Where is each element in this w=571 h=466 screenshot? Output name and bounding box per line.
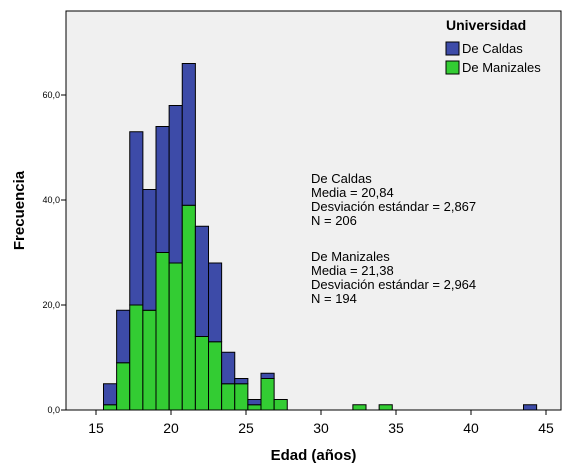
histogram-bar-caldas (168, 105, 183, 264)
histogram-bar-manizales (378, 404, 393, 411)
histogram-bar-manizales (247, 404, 262, 411)
y-tick-label: 60,0 (42, 90, 60, 100)
annotation-line: De Manizales (311, 249, 390, 264)
histogram-bar-caldas (142, 189, 157, 311)
histogram-bar-manizales (260, 378, 275, 411)
histogram-bar-caldas (221, 351, 236, 385)
x-tick-label: 35 (388, 420, 404, 436)
legend-swatch (445, 41, 460, 56)
histogram-bar-caldas (129, 131, 144, 306)
axes-layer (65, 11, 561, 411)
histogram-bar-caldas (103, 383, 118, 406)
x-ticks: 15 20 25 30 35 40 45 (88, 410, 554, 436)
histogram-bar-manizales (234, 383, 249, 411)
histogram-bar-caldas (523, 404, 538, 411)
histogram-bar-manizales (142, 309, 157, 411)
y-ticks: 0,0 20,0 40,0 60,0 (42, 90, 66, 415)
histogram-bar-manizales (103, 404, 118, 411)
legend-label: De Caldas (462, 41, 523, 56)
histogram-bar-manizales (273, 399, 288, 411)
x-tick-label: 45 (538, 420, 554, 436)
x-tick-label: 40 (463, 420, 479, 436)
legend: Universidad De Caldas De Manizales (445, 17, 541, 75)
histogram-bar-caldas (155, 126, 170, 253)
annotation-line: Media = 20,84 (311, 185, 394, 200)
histogram-bar-manizales (168, 262, 183, 411)
histogram-bar-manizales (116, 362, 131, 411)
x-tick-label: 15 (88, 420, 104, 436)
histogram-bar-manizales (208, 341, 223, 411)
histogram-bar-caldas (234, 378, 249, 385)
histogram-bar-caldas (194, 225, 210, 337)
y-axis-title: Frecuencia (11, 170, 28, 250)
histogram-bar-caldas (181, 63, 196, 206)
annotation-line: Desviación estándar = 2,867 (311, 199, 476, 214)
annotation-line: Desviación estándar = 2,964 (311, 277, 476, 292)
bars-layer (103, 63, 538, 411)
histogram-bar-manizales (155, 252, 170, 411)
y-tick-label: 40,0 (42, 195, 60, 205)
histogram-bar-manizales (129, 304, 144, 411)
histogram-bar-caldas (260, 372, 275, 379)
histogram-bar-manizales (352, 404, 367, 411)
histogram-bar-manizales (221, 383, 236, 411)
x-tick-label: 30 (313, 420, 329, 436)
x-tick-label: 20 (163, 420, 179, 436)
histogram-bar-caldas (116, 309, 131, 364)
y-tick-label: 20,0 (42, 300, 60, 310)
legend-swatch (445, 60, 460, 75)
annotation-line: N = 194 (311, 291, 357, 306)
annotation-line: N = 206 (311, 213, 357, 228)
annotation-line: De Caldas (311, 171, 372, 186)
annotation-line: Media = 21,38 (311, 263, 394, 278)
legend-title: Universidad (446, 17, 526, 33)
histogram-bar-caldas (247, 399, 262, 406)
histogram-bar-manizales (194, 336, 210, 411)
histogram-bar-manizales (181, 204, 196, 411)
histogram-bar-caldas (208, 262, 223, 343)
x-tick-label: 25 (238, 420, 254, 436)
legend-label: De Manizales (462, 60, 541, 75)
x-axis-title: Edad (años) (271, 447, 357, 464)
y-tick-label: 0,0 (47, 405, 60, 415)
